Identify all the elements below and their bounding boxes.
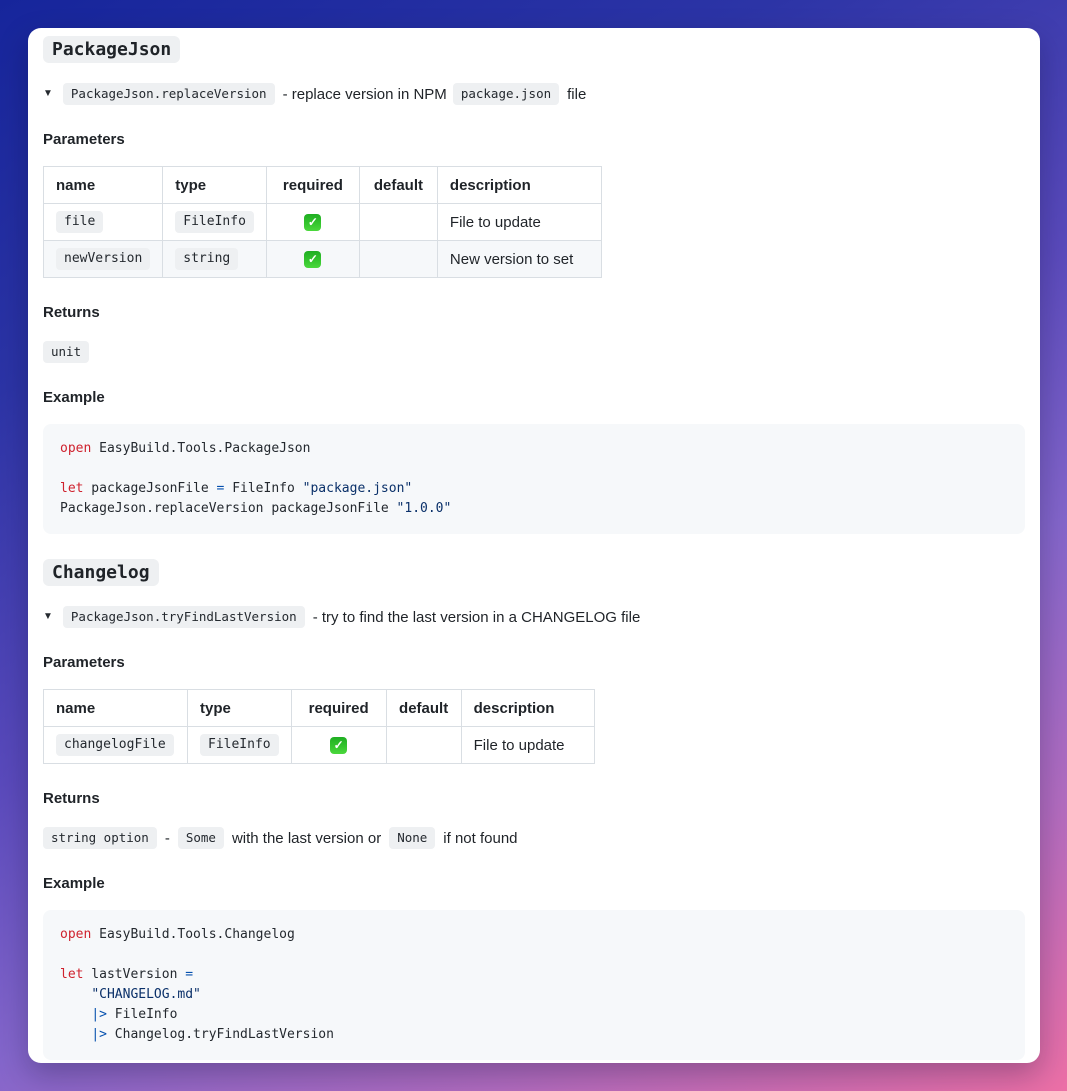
returns-dash: - [164,829,170,847]
returns-text-end: if not found [443,829,518,847]
returns-text: with the last version or [231,829,382,847]
return-some-chip: Some [177,827,224,849]
param-name-chip: changelogFile [56,734,174,756]
inline-code-chip: package.json [452,83,560,105]
returns-line: unit [43,341,1025,363]
returns-line: string option - Some with the last versi… [43,827,1025,849]
check-icon: ✓ [304,213,322,231]
parameters-heading: Parameters [43,131,125,148]
table-header-row: name type required default description [42,166,602,204]
default-cell [358,203,438,241]
parameters-heading: Parameters [43,654,125,671]
description-cell: File to update [460,726,595,764]
default-cell [385,726,462,764]
section-packagejson: PackageJson ▼ PackageJson.replaceVersion… [42,36,1025,534]
param-type-chip: string [175,248,239,270]
example-heading: Example [43,389,105,406]
function-toggle-replaceversion[interactable]: ▼ PackageJson.replaceVersion - replace v… [43,83,1025,105]
default-cell [358,240,438,278]
col-header-default: default [385,689,462,727]
param-name-chip: newVersion [56,248,151,270]
description-cell: New version to set [436,240,602,278]
description-cell: File to update [436,203,602,241]
parameters-table: name type required default description f… [42,166,602,278]
table-header-row: name type required default description [43,689,595,727]
collapse-triangle-icon: ▼ [43,88,53,99]
col-header-description: description [460,689,595,727]
example-heading: Example [43,875,105,892]
summary-text-end: file [567,85,587,103]
col-header-required: required [265,166,360,204]
section-title-changelog: Changelog [43,559,159,586]
col-header-type: type [162,166,267,204]
table-row: file FileInfo ✓ File to update [42,203,602,241]
col-header-name: name [43,689,188,727]
return-type-chip: unit [43,341,90,363]
docs-card: PackageJson ▼ PackageJson.replaceVersion… [28,28,1040,1063]
table-row: newVersion string ✓ New version to set [42,240,602,278]
summary-text: - try to find the last version in a CHAN… [312,608,641,626]
return-type-chip: string option [43,827,157,849]
check-icon: ✓ [304,250,322,268]
collapse-triangle-icon: ▼ [43,611,53,622]
returns-heading: Returns [43,304,100,321]
col-header-required: required [290,689,387,727]
check-icon: ✓ [330,736,348,754]
param-type-chip: FileInfo [200,734,279,756]
summary-text: - replace version in NPM [282,85,447,103]
returns-heading: Returns [43,790,100,807]
table-row: changelogFile FileInfo ✓ File to update [43,726,595,764]
section-title-packagejson: PackageJson [43,36,181,63]
param-name-chip: file [56,211,104,233]
param-type-chip: FileInfo [175,211,254,233]
code-block: open EasyBuild.Tools.Changelog let lastV… [43,910,1025,1060]
col-header-default: default [358,166,438,204]
code-block: open EasyBuild.Tools.PackageJson let pac… [43,424,1025,534]
col-header-name: name [42,166,164,204]
function-toggle-tryfindlastversion[interactable]: ▼ PackageJson.tryFindLastVersion - try t… [43,606,1025,628]
parameters-table: name type required default description c… [43,689,595,764]
return-none-chip: None [389,827,436,849]
function-name-chip: PackageJson.tryFindLastVersion [62,606,305,628]
col-header-type: type [187,689,292,727]
col-header-description: description [436,166,602,204]
section-changelog: Changelog ▼ PackageJson.tryFindLastVersi… [43,559,1025,1060]
function-name-chip: PackageJson.replaceVersion [62,83,275,105]
